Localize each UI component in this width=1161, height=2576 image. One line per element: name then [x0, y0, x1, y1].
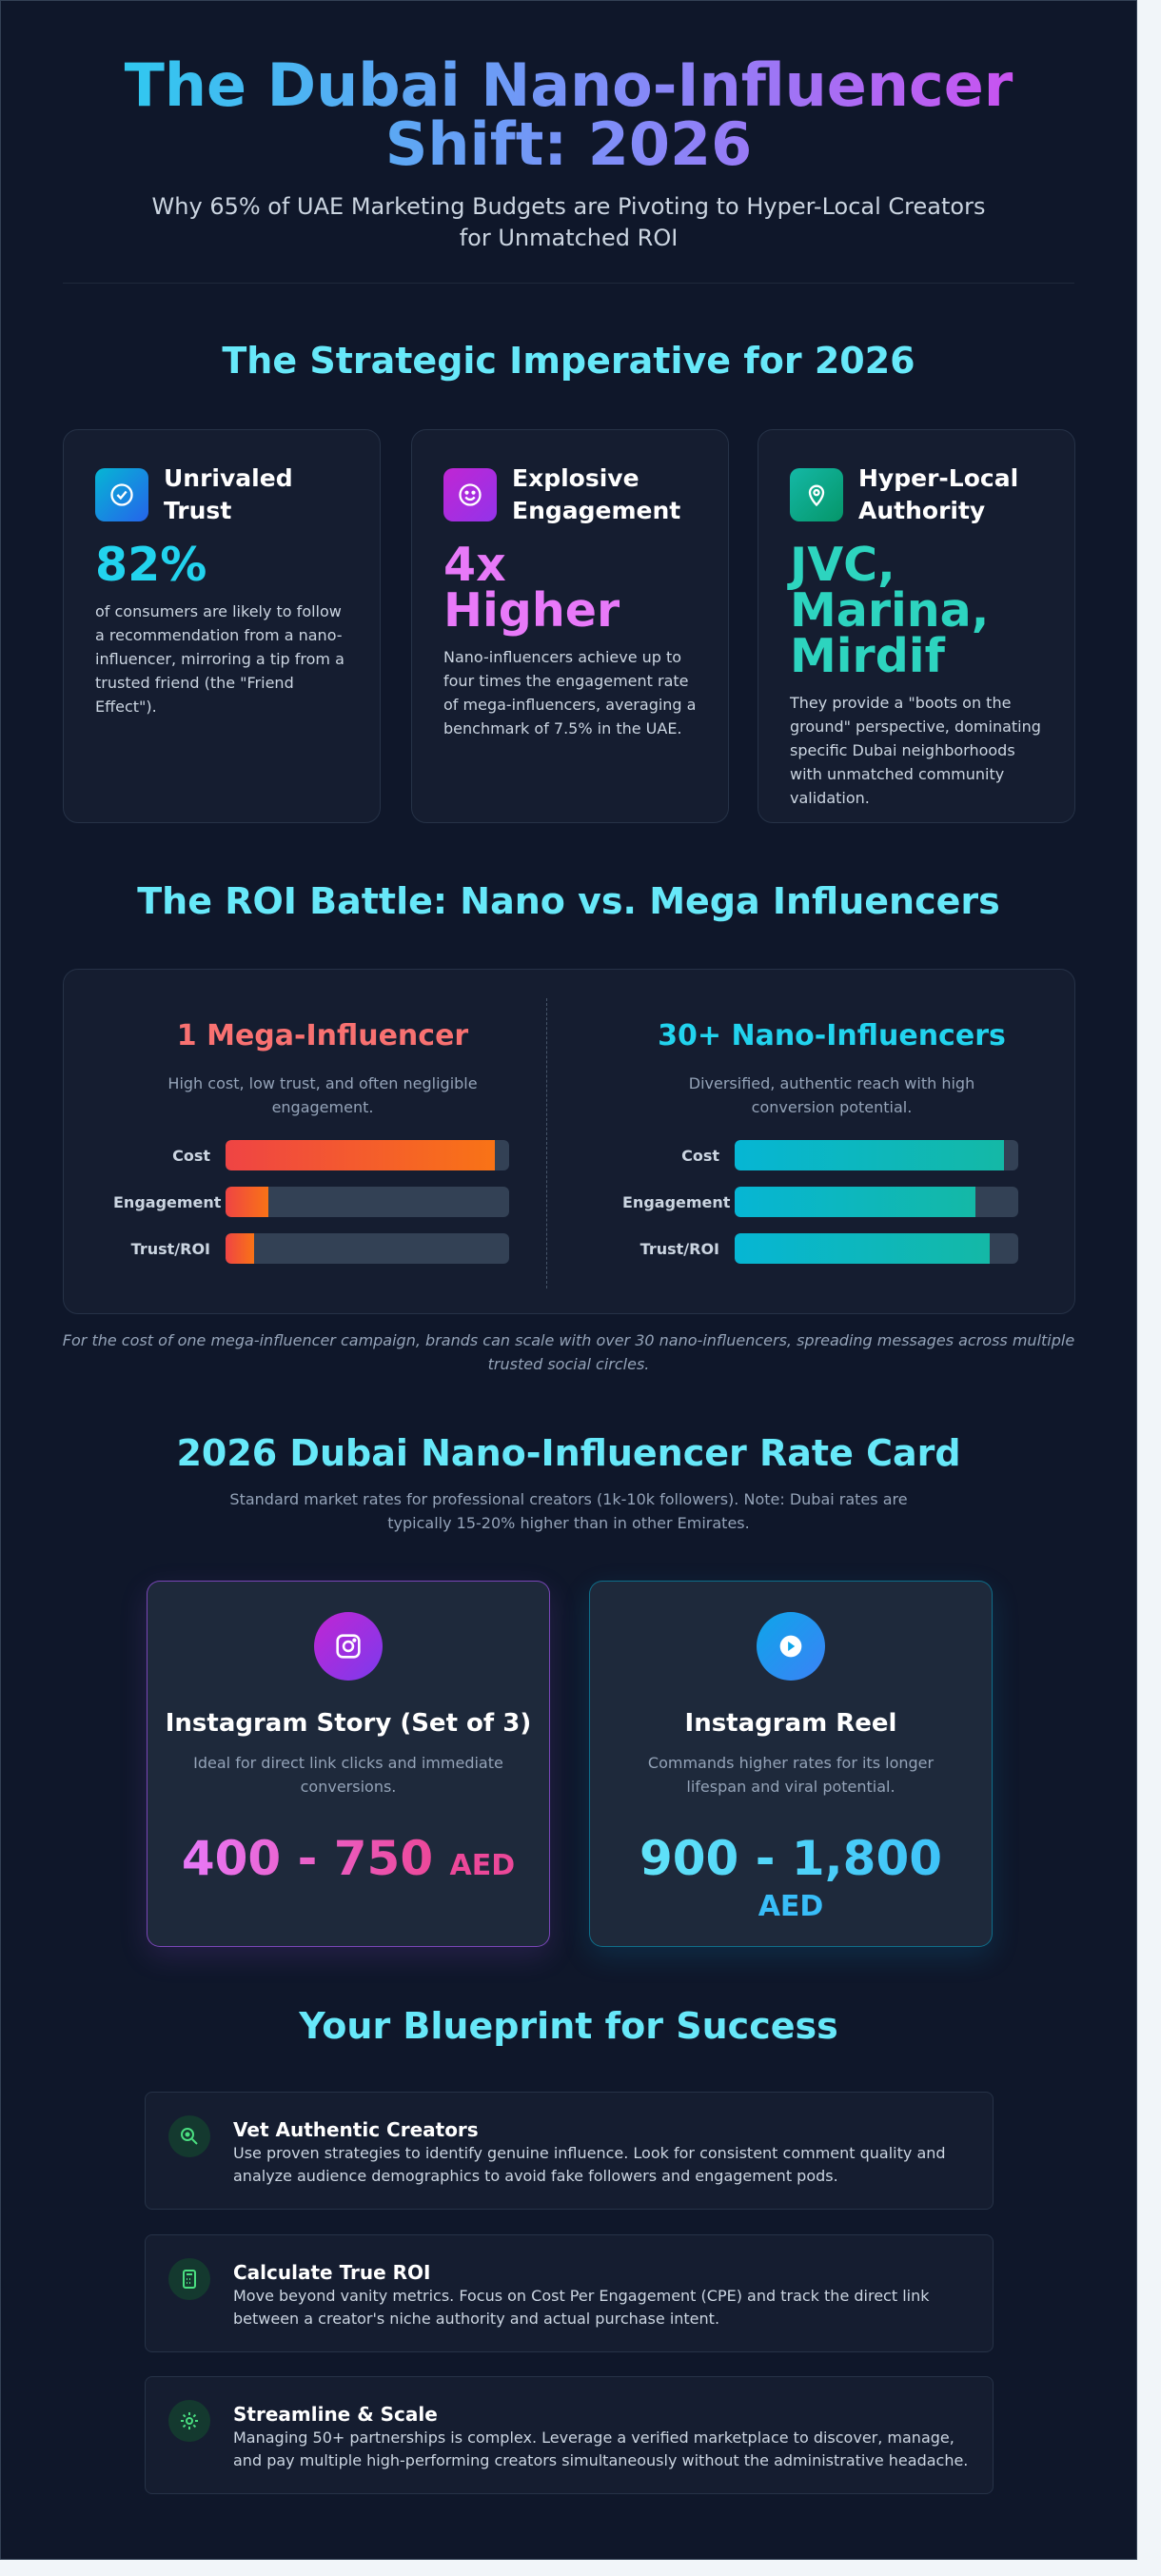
- bar-row-trust-roi: Trust/ROI: [622, 1233, 1041, 1264]
- bar-label: Trust/ROI: [640, 1239, 719, 1258]
- roi-comparison: 1 Mega-Influencer High cost, low trust, …: [63, 969, 1075, 1314]
- section-heading-rates: 2026 Dubai Nano-Influencer Rate Card: [176, 1432, 961, 1474]
- bar-fill: [226, 1233, 254, 1264]
- infographic-page: The Dubai Nano-Influencer Shift: 2026 Wh…: [0, 0, 1137, 2560]
- page-subtitle: Why 65% of UAE Marketing Budgets are Piv…: [151, 193, 986, 251]
- rate-card-story: Instagram Story (Set of 3) Ideal for dir…: [147, 1581, 550, 1947]
- divider: [546, 998, 547, 1288]
- bar-track: [226, 1140, 509, 1170]
- card-text: Nano-influencers achieve up to four time…: [443, 648, 697, 737]
- card-stat: 4x Higher: [443, 538, 620, 638]
- rate-price: 400 - 750 AED: [148, 1829, 549, 1896]
- blueprint-title: Calculate True ROI: [233, 2261, 431, 2284]
- card-stat: 82%: [95, 538, 207, 592]
- mega-desc: High cost, low trust, and often negligib…: [167, 1074, 478, 1116]
- bar-label: Engagement: [622, 1192, 731, 1211]
- page-title: The Dubai Nano-Influencer Shift: 2026: [39, 56, 1098, 174]
- bar-track: [226, 1233, 509, 1264]
- bar-fill: [226, 1187, 268, 1217]
- section-heading-imperative: The Strategic Imperative for 2026: [222, 340, 915, 382]
- nano-title: 30+ Nano-Influencers: [658, 1019, 1006, 1052]
- play-icon: [757, 1612, 825, 1681]
- blueprint-title: Vet Authentic Creators: [233, 2118, 479, 2141]
- bar-label: Cost: [172, 1146, 210, 1165]
- currency: AED: [758, 1890, 824, 1923]
- bar-track: [735, 1140, 1018, 1170]
- bar-fill: [226, 1140, 496, 1170]
- section-heading-roi: The ROI Battle: Nano vs. Mega Influencer…: [137, 880, 1000, 922]
- bar-label: Engagement: [113, 1192, 222, 1211]
- rate-price: 900 - 1,800 AED: [590, 1829, 992, 1926]
- blueprint-text: Use proven strategies to identify genuin…: [233, 2144, 946, 2185]
- bar-fill: [735, 1187, 976, 1217]
- blueprint-text: Managing 50+ partnerships is complex. Le…: [233, 2429, 969, 2469]
- card-trust: Unrivaled Trust 82% of consumers are lik…: [63, 429, 381, 823]
- bar-row-engagement: Engagement: [113, 1187, 532, 1217]
- blueprint-item: Calculate True ROI Move beyond vanity me…: [145, 2234, 994, 2352]
- card-stat: JVC, Marina, Mirdif: [790, 538, 990, 683]
- mega-column: 1 Mega-Influencer High cost, low trust, …: [113, 970, 532, 1264]
- blueprint-item: Streamline & Scale Managing 50+ partners…: [145, 2376, 994, 2494]
- rate-title: Instagram Reel: [684, 1709, 897, 1738]
- bar-label: Trust/ROI: [130, 1239, 210, 1258]
- rate-card-reel: Instagram Reel Commands higher rates for…: [589, 1581, 993, 1947]
- roi-caption: For the cost of one mega-influencer camp…: [62, 1331, 1075, 1373]
- price-range: 400 - 750: [181, 1831, 434, 1886]
- divider: [63, 283, 1074, 284]
- calculator-icon: [168, 2258, 210, 2300]
- card-engagement: Explosive Engagement 4x Higher Nano-infl…: [411, 429, 729, 823]
- nano-desc: Diversified, authentic reach with high c…: [688, 1074, 975, 1116]
- search-icon: [168, 2115, 210, 2157]
- card-title: Explosive Engagement: [512, 464, 681, 524]
- card-text: of consumers are likely to follow a reco…: [95, 602, 344, 716]
- rate-desc: Commands higher rates for its longer lif…: [647, 1754, 935, 1796]
- card-title: Unrivaled Trust: [164, 464, 293, 524]
- currency: AED: [449, 1849, 516, 1882]
- card-authority: Hyper-Local Authority JVC, Marina, Mirdi…: [758, 429, 1075, 823]
- map-pin-icon: [790, 468, 843, 521]
- bar-track: [735, 1187, 1018, 1217]
- nano-column: 30+ Nano-Influencers Diversified, authen…: [622, 970, 1041, 1264]
- bar-row-cost: Cost: [113, 1140, 532, 1170]
- gear-icon: [168, 2400, 210, 2442]
- bar-fill: [735, 1140, 1005, 1170]
- rate-desc: Ideal for direct link clicks and immedia…: [193, 1754, 503, 1796]
- bar-row-engagement: Engagement: [622, 1187, 1041, 1217]
- card-text: They provide a "boots on the ground" per…: [790, 694, 1041, 807]
- rate-title: Instagram Story (Set of 3): [165, 1709, 532, 1738]
- instagram-icon: [314, 1612, 383, 1681]
- bar-label: Cost: [681, 1146, 719, 1165]
- price-range: 900 - 1,800: [590, 1829, 992, 1888]
- blueprint-text: Move beyond vanity metrics. Focus on Cos…: [233, 2287, 930, 2328]
- smile-icon: [443, 468, 497, 521]
- mega-title: 1 Mega-Influencer: [176, 1019, 469, 1052]
- bar-row-cost: Cost: [622, 1140, 1041, 1170]
- check-circle-icon: [95, 468, 148, 521]
- bar-track: [735, 1233, 1018, 1264]
- bar-fill: [735, 1233, 991, 1264]
- card-title: Hyper-Local Authority: [858, 464, 1019, 524]
- blueprint-title: Streamline & Scale: [233, 2403, 438, 2426]
- rates-subtitle: Standard market rates for professional c…: [229, 1490, 908, 1532]
- bar-row-trust-roi: Trust/ROI: [113, 1233, 532, 1264]
- blueprint-item: Vet Authentic Creators Use proven strate…: [145, 2092, 994, 2210]
- section-heading-blueprint: Your Blueprint for Success: [299, 2005, 838, 2047]
- bar-track: [226, 1187, 509, 1217]
